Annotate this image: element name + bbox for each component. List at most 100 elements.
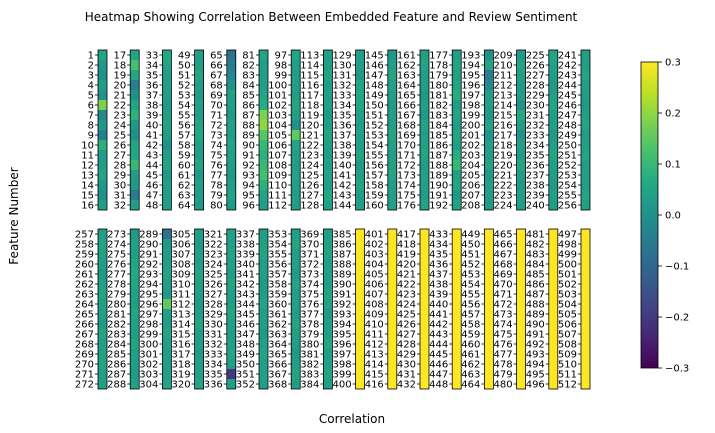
tick-label-feature-8: 8 bbox=[88, 121, 94, 132]
cell-feature-485 bbox=[548, 269, 558, 279]
tick-label-feature-479: 479 bbox=[494, 370, 513, 381]
cell-feature-1 bbox=[98, 50, 107, 60]
cell-feature-382 bbox=[323, 359, 333, 369]
tick-label-feature-3: 3 bbox=[88, 71, 94, 82]
cell-feature-495 bbox=[548, 369, 558, 379]
panel-15: 2252262272282292302312322332342352362372… bbox=[526, 49, 559, 212]
cell-feature-88 bbox=[259, 120, 268, 130]
tick-label-feature-412: 412 bbox=[365, 340, 384, 351]
cell-feature-325 bbox=[226, 269, 236, 279]
tick-label-feature-285: 285 bbox=[107, 350, 126, 361]
cell-feature-450 bbox=[484, 239, 494, 249]
panel-23: 3533543553563573583593603613623633643653… bbox=[268, 228, 301, 391]
tick-label-feature-370: 370 bbox=[300, 240, 319, 251]
tick-label-feature-37: 37 bbox=[146, 91, 159, 102]
tick-label-feature-225: 225 bbox=[526, 51, 545, 62]
cell-feature-178 bbox=[452, 60, 462, 70]
tick-label-feature-224: 224 bbox=[494, 201, 513, 212]
cell-feature-120 bbox=[323, 120, 333, 130]
cell-feature-348 bbox=[259, 339, 268, 349]
tick-label-feature-2: 2 bbox=[88, 61, 94, 72]
cell-feature-229 bbox=[548, 90, 558, 100]
cell-feature-279 bbox=[130, 289, 140, 299]
tick-label-feature-296: 296 bbox=[139, 300, 158, 311]
tick-label-feature-93: 93 bbox=[242, 171, 255, 182]
cell-feature-502 bbox=[581, 279, 590, 289]
cell-feature-123 bbox=[323, 150, 333, 160]
colorbar-tick-label: −0.3 bbox=[665, 364, 689, 375]
cell-feature-58 bbox=[194, 140, 204, 150]
panel-32: 4974984995005015025035045055065075085095… bbox=[558, 228, 591, 391]
cell-feature-272 bbox=[98, 379, 107, 389]
tick-label-feature-495: 495 bbox=[526, 370, 545, 381]
cell-feature-17 bbox=[130, 50, 140, 60]
tick-label-feature-21: 21 bbox=[113, 91, 126, 102]
tick-label-feature-299: 299 bbox=[139, 330, 158, 341]
tick-label-feature-79: 79 bbox=[210, 191, 223, 202]
tick-label-feature-490: 490 bbox=[526, 320, 545, 331]
tick-label-feature-12: 12 bbox=[81, 161, 94, 172]
tick-label-feature-487: 487 bbox=[526, 290, 545, 301]
cell-feature-138 bbox=[355, 140, 365, 150]
tick-label-feature-30: 30 bbox=[113, 181, 126, 192]
cell-feature-162 bbox=[420, 60, 429, 70]
tick-label-feature-286: 286 bbox=[107, 360, 126, 371]
cell-feature-168 bbox=[420, 120, 429, 130]
tick-label-feature-84: 84 bbox=[242, 81, 255, 92]
tick-label-feature-135: 135 bbox=[333, 111, 352, 122]
tick-label-feature-506: 506 bbox=[558, 320, 577, 331]
tick-label-feature-269: 269 bbox=[75, 350, 94, 361]
cell-feature-443 bbox=[452, 329, 462, 339]
cell-feature-472 bbox=[516, 299, 526, 309]
tick-label-feature-264: 264 bbox=[75, 300, 94, 311]
cell-feature-37 bbox=[162, 90, 172, 100]
tick-label-feature-123: 123 bbox=[300, 151, 319, 162]
tick-label-feature-420: 420 bbox=[397, 260, 416, 271]
tick-label-feature-191: 191 bbox=[429, 191, 448, 202]
panel-20: 3053063073083093103113123133143153163173… bbox=[172, 228, 205, 391]
tick-label-feature-362: 362 bbox=[268, 320, 287, 331]
tick-label-feature-241: 241 bbox=[558, 51, 577, 62]
tick-label-feature-459: 459 bbox=[461, 330, 480, 341]
cell-feature-409 bbox=[387, 309, 397, 319]
tick-label-feature-421: 421 bbox=[397, 270, 416, 281]
cell-feature-192 bbox=[452, 200, 462, 210]
cell-feature-24 bbox=[130, 120, 140, 130]
colorbar-ticks: 0.3 0.2 0.1 0.0 −0.1 −0.2 −0.3 bbox=[658, 58, 689, 375]
tick-label-feature-10: 10 bbox=[81, 141, 94, 152]
tick-label-feature-271: 271 bbox=[75, 370, 94, 381]
cell-feature-205 bbox=[484, 170, 494, 180]
cell-feature-241 bbox=[581, 50, 590, 60]
tick-label-feature-153: 153 bbox=[365, 131, 384, 142]
cell-feature-22 bbox=[130, 100, 140, 110]
cell-feature-171 bbox=[420, 150, 429, 160]
cell-feature-341 bbox=[259, 269, 268, 279]
cell-feature-482 bbox=[548, 239, 558, 249]
cell-feature-214 bbox=[516, 100, 526, 110]
tick-label-feature-377: 377 bbox=[300, 310, 319, 321]
cell-feature-177 bbox=[452, 50, 462, 60]
cell-feature-505 bbox=[581, 309, 590, 319]
tick-label-feature-327: 327 bbox=[204, 290, 223, 301]
tick-label-feature-70: 70 bbox=[210, 101, 223, 112]
cell-feature-96 bbox=[259, 200, 268, 210]
cell-feature-79 bbox=[226, 190, 236, 200]
cell-feature-7 bbox=[98, 110, 107, 120]
cell-feature-129 bbox=[355, 50, 365, 60]
tick-label-feature-313: 313 bbox=[172, 310, 191, 321]
cell-feature-365 bbox=[291, 349, 301, 359]
cell-feature-507 bbox=[581, 329, 590, 339]
cell-feature-3 bbox=[98, 70, 107, 80]
cell-feature-332 bbox=[226, 339, 236, 349]
colorbar: 0.3 0.2 0.1 0.0 −0.1 −0.2 −0.3 bbox=[640, 58, 689, 375]
cell-feature-346 bbox=[259, 319, 268, 329]
tick-label-feature-127: 127 bbox=[300, 191, 319, 202]
cell-feature-293 bbox=[162, 269, 172, 279]
tick-label-feature-323: 323 bbox=[204, 250, 223, 261]
cell-feature-9 bbox=[98, 130, 107, 140]
cell-feature-207 bbox=[484, 190, 494, 200]
cell-feature-391 bbox=[355, 289, 365, 299]
tick-label-feature-287: 287 bbox=[107, 370, 126, 381]
